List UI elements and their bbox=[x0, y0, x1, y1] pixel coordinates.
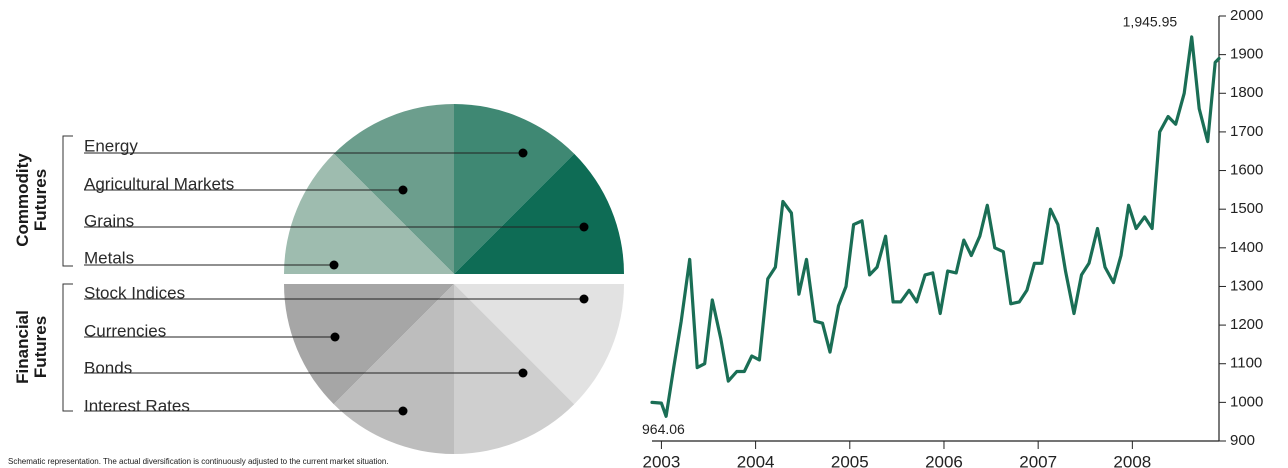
pie-slice-energy bbox=[454, 104, 575, 274]
pie-slice-currencies bbox=[284, 284, 454, 405]
y-tick-label: 1300 bbox=[1230, 277, 1263, 294]
segment-label-stock-indices: Stock Indices bbox=[84, 283, 185, 302]
y-tick-label: 2000 bbox=[1230, 7, 1263, 24]
pie-slice-grains bbox=[454, 153, 624, 274]
y-tick-label: 1900 bbox=[1230, 46, 1263, 63]
leader-dot-stock-indices bbox=[579, 294, 589, 304]
max-value-label: 1,945.95 bbox=[1123, 14, 1178, 30]
footnote: Schematic representation. The actual div… bbox=[8, 457, 389, 466]
segment-label-bonds: Bonds bbox=[84, 358, 132, 377]
leader-dot-interest-rates bbox=[398, 406, 408, 416]
y-tick-label: 1700 bbox=[1230, 123, 1263, 140]
x-tick-label: 2005 bbox=[831, 452, 869, 468]
y-tick-label: 1100 bbox=[1230, 355, 1262, 372]
leader-dot-energy bbox=[518, 148, 528, 158]
pie-slice-agricultural-markets bbox=[333, 103, 454, 274]
pie-slice-bonds bbox=[454, 284, 575, 454]
index-performance-line bbox=[650, 35, 1221, 418]
pie-slice-metals bbox=[284, 153, 454, 274]
y-tick-label: 900 bbox=[1230, 432, 1255, 449]
leader-dot-agricultural-markets bbox=[398, 185, 408, 195]
financial-bracket bbox=[62, 283, 73, 412]
y-tick-label: 1400 bbox=[1230, 239, 1263, 256]
commodity-bracket bbox=[62, 135, 73, 267]
segment-label-metals: Metals bbox=[84, 248, 134, 267]
x-tick-label: 2008 bbox=[1113, 452, 1151, 468]
pie-slice-stock-indices bbox=[454, 284, 624, 405]
y-tick-label: 1600 bbox=[1230, 162, 1263, 179]
leader-dot-bonds bbox=[518, 368, 528, 378]
y-tick-label: 1000 bbox=[1230, 393, 1263, 410]
financial-futures-label: Financial Futures bbox=[13, 310, 50, 384]
leader-dot-currencies bbox=[330, 332, 340, 342]
commodity-futures-label: Commodity Futures bbox=[13, 153, 50, 247]
performance-line-chart: 900 1000 1100 1200 1300 1400 1500 1600 1700 1800 1… bbox=[642, 7, 1263, 468]
diversification-pie-chart: Energy Agricultural Markets Grains Metals St… bbox=[62, 103, 624, 454]
leader-dot-metals bbox=[329, 260, 339, 270]
x-tick-label: 2003 bbox=[643, 452, 681, 468]
y-tick-label: 1800 bbox=[1230, 84, 1263, 101]
y-tick-label: 1500 bbox=[1230, 200, 1263, 217]
x-tick-label: 2007 bbox=[1019, 452, 1057, 468]
leader-dot-grains bbox=[579, 222, 589, 232]
x-tick-label: 2006 bbox=[925, 452, 963, 468]
segment-label-grains: Grains bbox=[84, 211, 134, 230]
segment-label-interest-rates: Interest Rates bbox=[84, 396, 190, 415]
y-tick-label: 1200 bbox=[1230, 316, 1263, 333]
segment-label-agricultural-markets: Agricultural Markets bbox=[84, 174, 234, 193]
segment-label-currencies: Currencies bbox=[84, 321, 166, 340]
segment-label-energy: Energy bbox=[84, 136, 138, 155]
min-value-label: 964.06 bbox=[642, 421, 685, 437]
x-tick-label: 2004 bbox=[737, 452, 775, 468]
